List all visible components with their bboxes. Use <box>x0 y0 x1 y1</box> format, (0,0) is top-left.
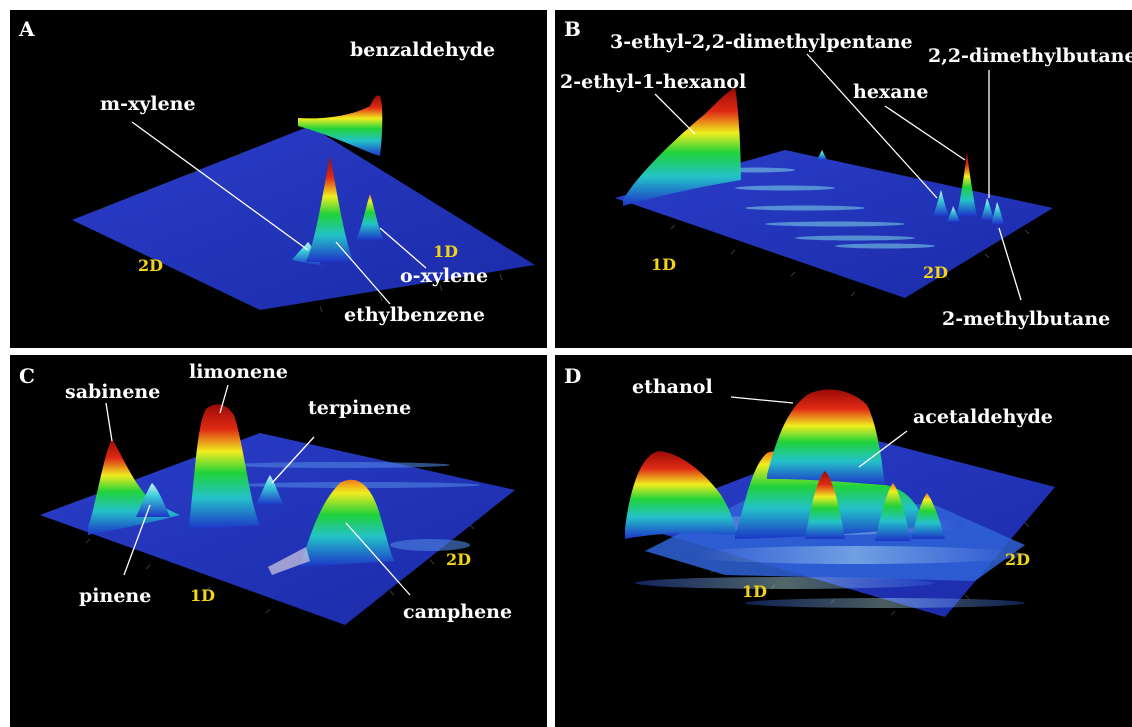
label-m-xylene: m-xylene <box>100 93 196 115</box>
label-2-ethyl-1-hexanol: 2-ethyl-1-hexanol <box>560 71 746 93</box>
label-terpinene: terpinene <box>308 397 411 419</box>
surface-floor <box>40 433 515 625</box>
label-sabinene: sabinene <box>65 381 160 403</box>
axis-label-1d: 1D <box>190 586 215 605</box>
axis-label-2d: 2D <box>1005 550 1030 569</box>
leader-ethanol <box>730 396 794 404</box>
axis-label-1d: 1D <box>433 242 458 261</box>
camphene-tail <box>268 547 310 575</box>
peak-ethanol <box>767 389 885 485</box>
leader-m-xylene <box>131 121 309 251</box>
leader-2-methylbutane <box>998 227 1022 301</box>
label-ethanol: ethanol <box>632 376 713 398</box>
panel-label: A <box>18 17 35 41</box>
axis-label-1d: 1D <box>742 582 767 601</box>
leader-2-ethyl-1-hexanol <box>654 93 696 135</box>
peak-hexane <box>957 152 977 216</box>
peak-minor <box>947 206 960 222</box>
panel-label: D <box>564 364 581 388</box>
leader-limonene <box>219 384 229 414</box>
label-ethylbenzene: ethylbenzene <box>344 304 485 326</box>
leader-pinene <box>123 504 151 576</box>
panel-label: C <box>19 364 35 388</box>
peak-pinene <box>136 483 170 517</box>
peak-3-ethyl-2-2-dimethylpentane <box>933 190 949 216</box>
panel-b-surface-plot: B 3-ethyl-2,2-dimethylpentane 2,2-dimeth… <box>555 10 1132 348</box>
peak-2-2-dimethylbutane <box>981 198 994 220</box>
leader-ethylbenzene <box>335 241 391 305</box>
leader-hexane <box>884 105 966 161</box>
label-benzaldehyde: benzaldehyde <box>350 39 495 61</box>
peak-ethylbenzene <box>306 156 354 262</box>
label-limonene: limonene <box>189 361 288 383</box>
axis-label-1d: 1D <box>651 255 676 274</box>
peak-2-ethyl-1-hexanol <box>623 88 741 206</box>
leader-o-xylene <box>379 227 427 269</box>
peak-broad-left <box>625 451 737 539</box>
peak-minor <box>911 493 945 539</box>
panel-c-surface-plot: C limonene sabinene terpinene pinene <box>10 355 547 727</box>
leader-sabinene <box>105 402 113 442</box>
label-2-2-dimethylbutane: 2,2-dimethylbutane <box>928 45 1132 67</box>
panel-a-surface-plot: A benzaldehyde m-xylene o-xylene ethylbe… <box>10 10 547 348</box>
peak-minor <box>817 150 827 160</box>
label-camphene: camphene <box>403 601 512 623</box>
label-3-ethyl-2-2-dimethylpentane: 3-ethyl-2,2-dimethylpentane <box>610 31 913 53</box>
leader-3-ethyl-2-2-dimethylpentane <box>806 53 938 199</box>
leader-camphene <box>345 522 411 596</box>
peak-terpinene <box>256 475 284 505</box>
peak-minor <box>805 471 845 539</box>
peak-2-methylbutane <box>991 202 1004 224</box>
peak-minor <box>875 483 911 541</box>
label-pinene: pinene <box>79 585 151 607</box>
panel-label: B <box>564 17 581 41</box>
label-o-xylene: o-xylene <box>400 265 488 287</box>
label-2-methylbutane: 2-methylbutane <box>942 308 1110 330</box>
peak-limonene <box>188 404 260 529</box>
axis-label-2d: 2D <box>446 550 471 569</box>
axis-label-2d: 2D <box>923 263 948 282</box>
peak-o-xylene <box>356 194 384 240</box>
axis-label-2d: 2D <box>138 256 163 275</box>
label-acetaldehyde: acetaldehyde <box>913 406 1053 428</box>
surface-floor <box>72 126 535 310</box>
leader-acetaldehyde <box>858 430 908 468</box>
panel-d-surface-plot: D ethanol acetaldehyde 1D 2D <box>555 355 1132 727</box>
peak-benzaldehyde <box>298 95 383 156</box>
leader-terpinene <box>271 436 315 484</box>
label-hexane: hexane <box>853 81 928 103</box>
